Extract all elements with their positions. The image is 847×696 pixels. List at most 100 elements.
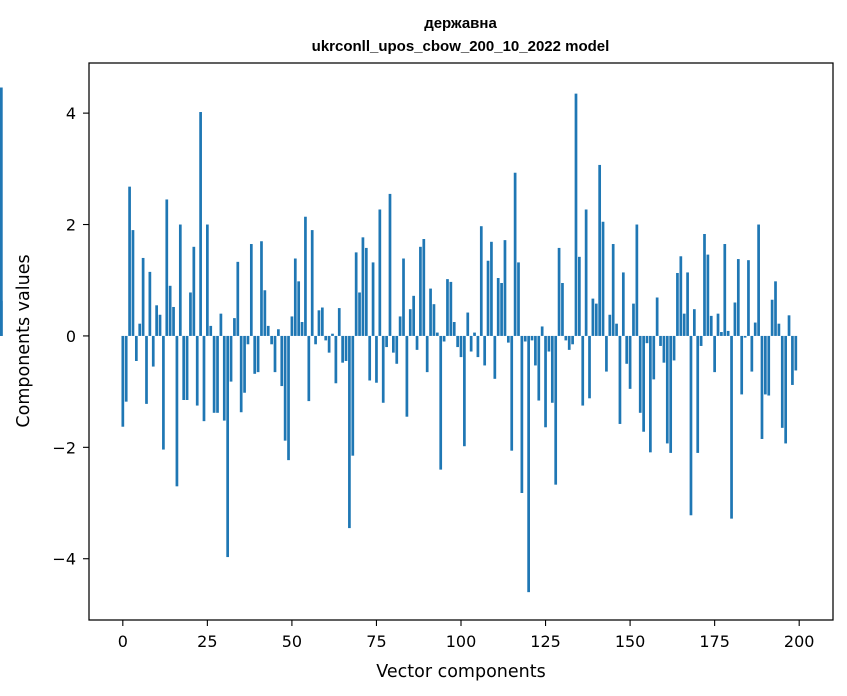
bar-component-85: [408, 309, 412, 336]
bar-component-36: [243, 335, 246, 393]
bar-component-117: [517, 262, 520, 336]
bar-component-83: [402, 258, 405, 336]
bar-component-39: [253, 335, 257, 374]
bar-component-171: [699, 335, 703, 346]
bar-component-44: [270, 335, 273, 345]
bar-component-141: [598, 164, 602, 336]
bar-component-113: [503, 240, 507, 336]
bar-component-199: [794, 335, 798, 371]
bar-component-67: [348, 335, 351, 529]
bar-component-49: [287, 335, 290, 461]
bar-component-72: [364, 247, 368, 336]
bar-component-174: [709, 315, 713, 336]
bar-component-86: [412, 295, 416, 336]
bar-component-100: [459, 335, 463, 358]
bar-component-34: [236, 261, 240, 336]
bar-component-193: [774, 281, 777, 336]
bar-component-80: [392, 335, 395, 353]
bar-component-120: [527, 335, 530, 593]
bar-component-186: [750, 335, 754, 372]
bar-component-108: [486, 260, 490, 336]
bar-component-89: [422, 239, 426, 336]
bar-component-198: [791, 335, 794, 385]
bar-component-128: [554, 335, 558, 485]
bar-component-29: [219, 313, 223, 336]
bar-component-24: [202, 335, 206, 422]
bar-component-9: [151, 335, 155, 367]
y-tick-label: 4: [66, 104, 76, 123]
bar-component-180: [730, 335, 733, 519]
bar-component-152: [635, 224, 639, 336]
plot-frame: [88, 62, 834, 621]
bar-component-177: [720, 332, 723, 336]
bar-component-96: [446, 279, 449, 336]
bar-component-8: [148, 271, 152, 336]
bar-component-4: [134, 335, 138, 361]
bar-component-98: [452, 322, 456, 336]
bar-component-181: [733, 302, 737, 336]
bar-component-178: [723, 244, 727, 336]
bar-component-82: [398, 316, 402, 336]
chart-title-line-2: ukrconll_upos_cbow_200_10_2022 model: [312, 38, 610, 55]
bar-component-103: [469, 335, 473, 352]
bar-component-38: [249, 244, 253, 336]
bar-component-1: [124, 335, 128, 402]
bar-component-47: [280, 335, 284, 387]
bar-component-107: [483, 335, 487, 366]
bar-component-74: [371, 262, 375, 336]
bar-component-81: [395, 335, 399, 364]
x-tick-label: 125: [530, 632, 561, 651]
bar-component-169: [692, 309, 696, 336]
bar-component-12: [162, 335, 165, 450]
bar-component-2: [128, 186, 131, 336]
bar-component-137: [584, 209, 588, 336]
bar-component-104: [473, 332, 476, 336]
bar-component-84: [405, 335, 409, 417]
bar-component-136: [581, 335, 585, 406]
bar-component-90: [425, 335, 429, 373]
bar-component-116: [513, 172, 517, 336]
bars-layer: [0, 87, 798, 593]
bar-component-121: [530, 335, 534, 341]
bar-component-126: [547, 335, 551, 352]
bar-component-48: [283, 335, 287, 441]
bar-component-155: [645, 335, 649, 344]
bar-component-102: [466, 312, 470, 336]
bar-component-22: [195, 335, 199, 406]
bar-component-131: [564, 335, 568, 341]
bar-component-175: [713, 335, 716, 373]
bar-component-147: [618, 335, 622, 424]
bar-component-139: [591, 298, 595, 336]
y-tick-label: −4: [52, 550, 76, 569]
bar-component-153: [638, 335, 642, 413]
bar-component-190: [764, 335, 767, 395]
bar-component-168: [689, 335, 693, 516]
bar-component-30: [222, 335, 226, 421]
bar-component-14: [168, 285, 172, 336]
bar-component-158: [655, 297, 659, 336]
bar-component-10: [155, 305, 158, 336]
bar-component-161: [665, 335, 669, 444]
bar-component-197: [787, 315, 791, 336]
bar-component-50: [290, 316, 294, 336]
bar-component-129: [557, 247, 561, 336]
bar-component-125: [544, 335, 547, 428]
bar-component-undefined: [0, 300, 3, 336]
bar-component-143: [605, 335, 608, 372]
bar-component-35: [239, 335, 243, 413]
bar-component-0: [121, 335, 125, 427]
bar-component-146: [615, 323, 618, 336]
bar-component-176: [716, 313, 720, 336]
bar-component-33: [233, 318, 236, 336]
bar-component-45: [273, 335, 277, 373]
x-tick-label: 75: [366, 632, 386, 651]
bar-component-56: [310, 230, 314, 336]
bar-component-189: [760, 335, 764, 439]
bar-component-58: [317, 310, 321, 336]
bar-component-112: [500, 283, 503, 336]
bar-component-37: [246, 335, 250, 345]
x-tick-label: 0: [118, 632, 128, 651]
bar-component-195: [780, 335, 784, 428]
bar-component-17: [178, 224, 182, 336]
bar-component-144: [608, 314, 612, 336]
